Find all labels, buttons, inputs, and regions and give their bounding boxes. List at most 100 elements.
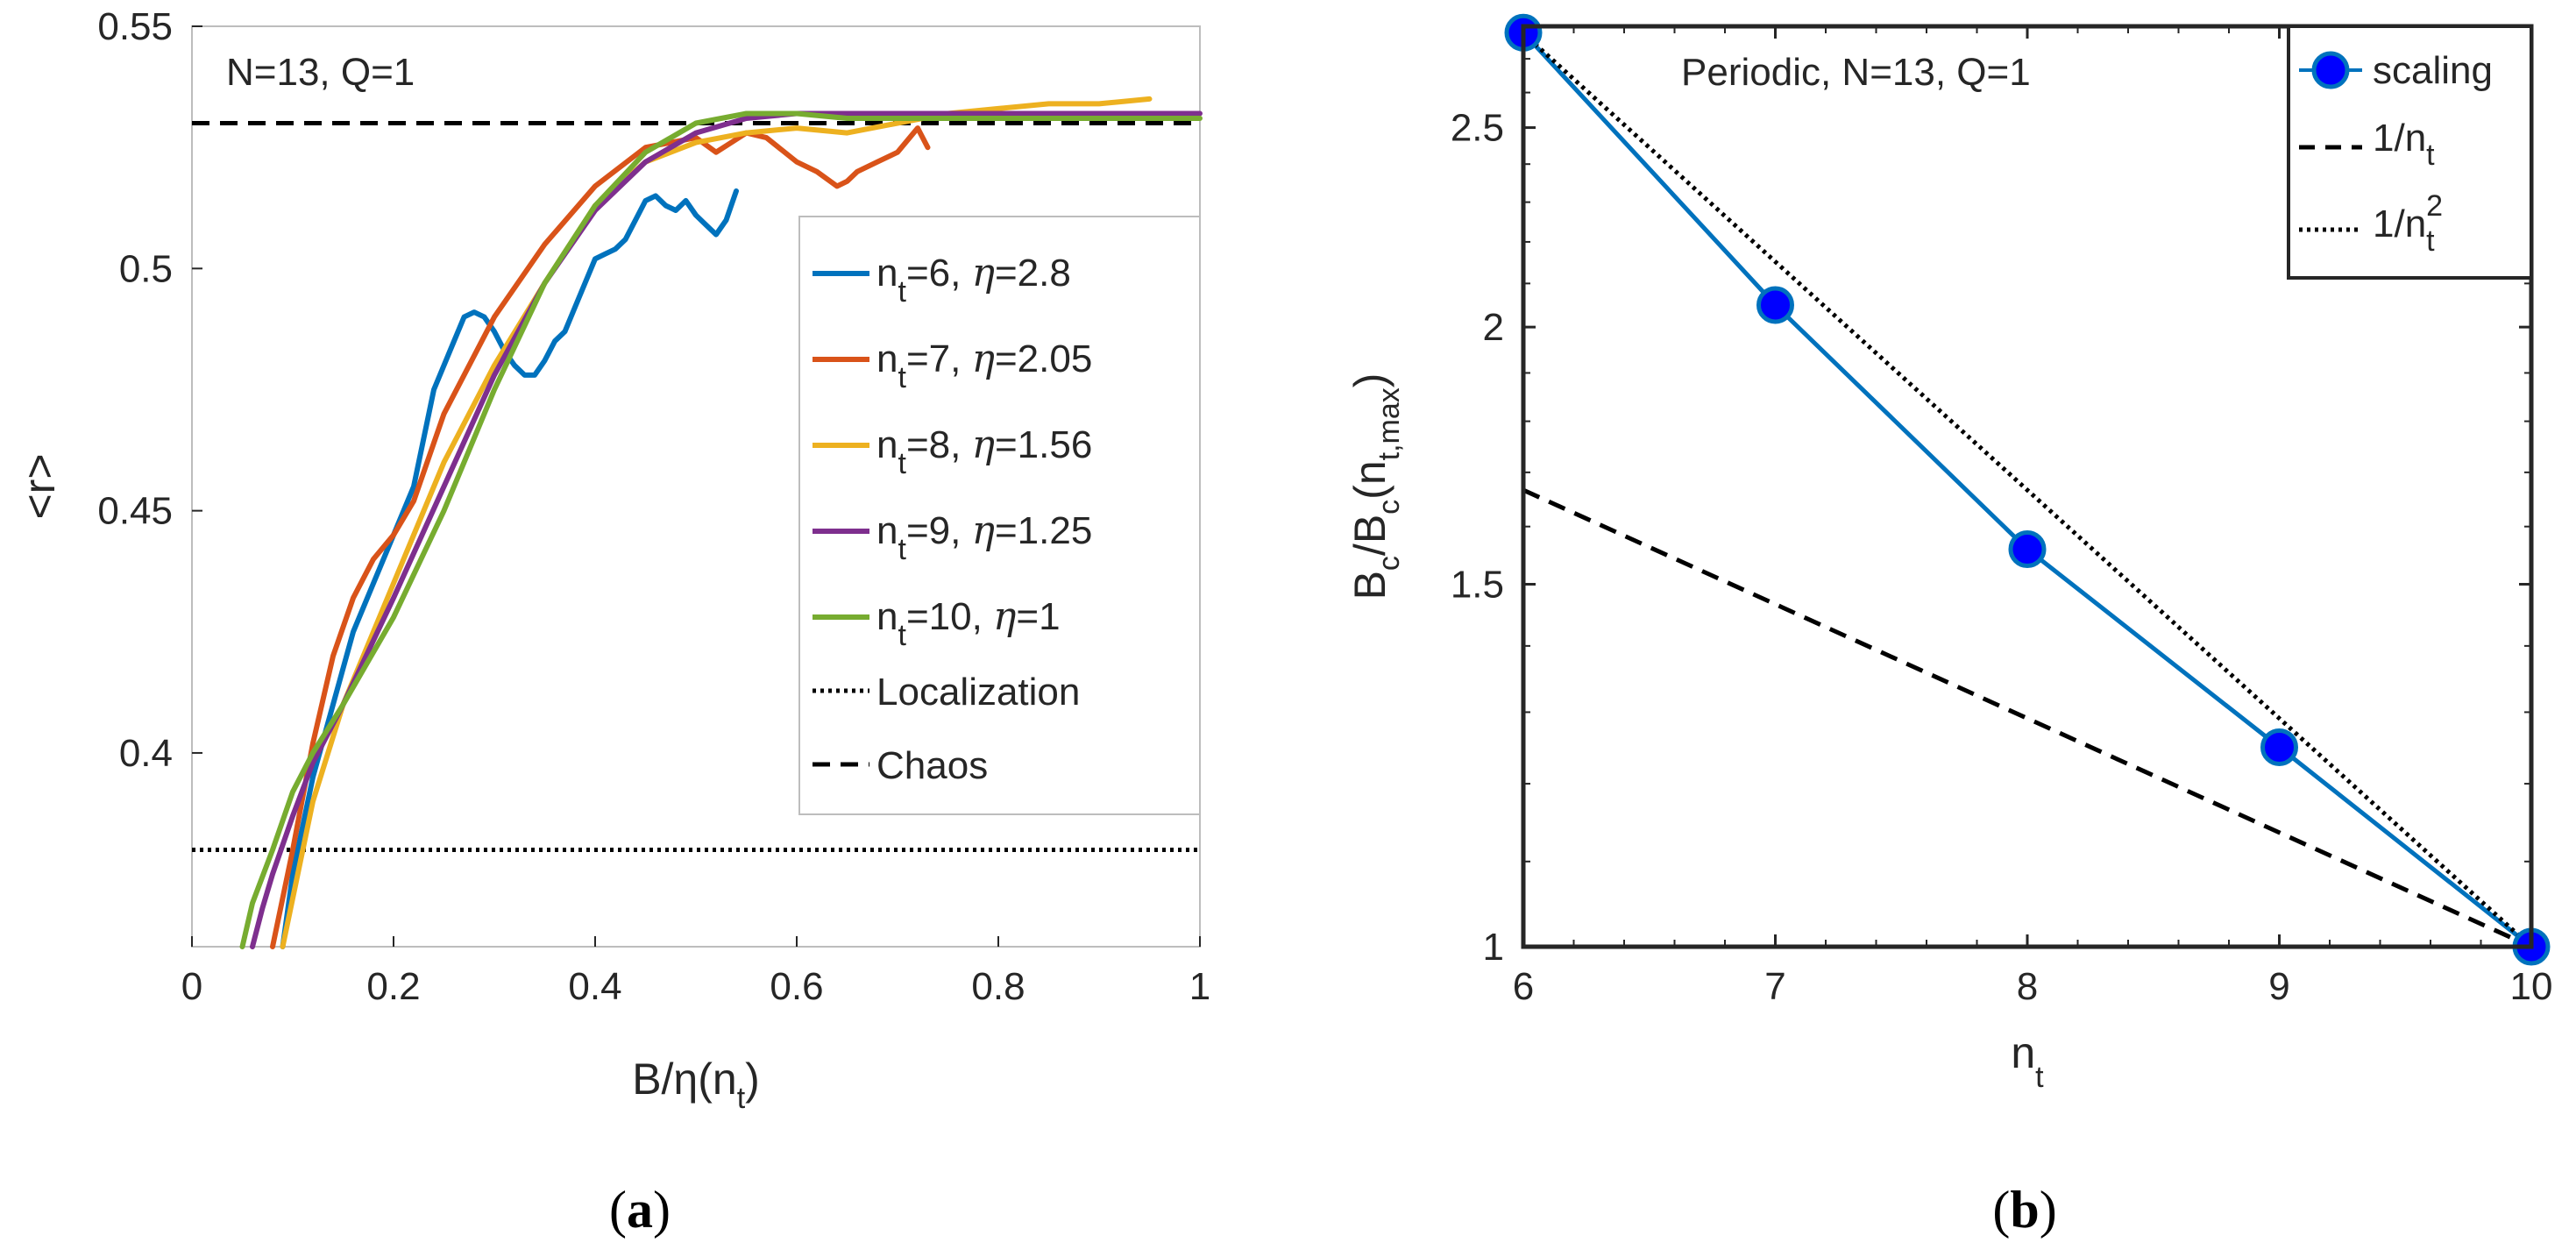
b-ylabel-open: (n — [1345, 460, 1394, 499]
a-xlabel-main: B/η(n — [632, 1055, 737, 1104]
a-ytick-label: 0.4 — [119, 732, 173, 775]
a-legend-entry: nt=8, η=1.56 — [813, 423, 1092, 480]
b-ylabel-sub: t,max — [1373, 387, 1406, 460]
a-legend-label-localization: Localization — [876, 671, 1080, 714]
a-legend-n-number: 9 — [929, 509, 950, 552]
legend-b-label-1-over-nt: 1/nt — [2373, 117, 2435, 172]
b-ylabel-B: B — [1345, 571, 1394, 600]
b-scaling-point — [1756, 286, 1794, 324]
a-legend-eta-value: 2.05 — [1018, 337, 1093, 380]
b-ylabel: Bc/Bc(nt,max) — [1345, 373, 1406, 600]
a-ytick-label: 0.45 — [97, 490, 173, 533]
a-legend-n: n — [876, 252, 898, 295]
a-legend-n-value: = — [906, 252, 929, 295]
a-legend-eta-prefix: , — [972, 595, 993, 638]
a-legend-sub: t — [898, 275, 906, 309]
a-xtick-label: 0.8 — [971, 965, 1025, 1008]
a-legend-n-value: = — [906, 595, 929, 638]
a-legend-n-number: 7 — [929, 337, 950, 380]
b-ylabel-c1: c — [1373, 556, 1406, 571]
b-xlabel-sub: t — [2035, 1061, 2044, 1094]
legend-entry-scaling: scaling — [2299, 49, 2493, 92]
b-xtick-label: 10 — [2510, 965, 2553, 1008]
a-legend-label: nt=6, η=2.8 — [876, 251, 1071, 309]
a-legend-n-value: = — [906, 509, 929, 552]
a-legend-sub: t — [898, 447, 906, 480]
b-annotation: Periodic, N=13, Q=1 — [1681, 51, 2031, 94]
a-legend-n-value: = — [906, 337, 929, 380]
a-legend-entry: nt=10, η=1 — [813, 594, 1061, 652]
a-series-line-nt-9 — [250, 110, 1203, 949]
legend-b-label-scaling: scaling — [2373, 49, 2493, 92]
a-legend-eta-value: 1.56 — [1018, 423, 1093, 466]
a-legend-eta-eq: = — [995, 423, 1018, 466]
a-series-line-nt-7 — [270, 125, 931, 949]
a-legend-eta-eq: = — [995, 252, 1018, 295]
legend-b-label-1-over-nt2: 1/n2 t — [2373, 189, 2443, 258]
a-legend-eta-value: 1.25 — [1018, 509, 1093, 552]
b-ytick-label: 1 — [1483, 926, 1504, 969]
a-legend-label: nt=7, η=2.05 — [876, 337, 1092, 394]
a-ytick-label: 0.55 — [97, 5, 173, 48]
b-scaling-point — [2008, 530, 2047, 569]
a-legend-n: n — [876, 337, 898, 380]
a-legend-entry: nt=6, η=2.8 — [813, 251, 1071, 309]
a-ytick-label: 0.5 — [119, 247, 173, 290]
b-xtick-label: 7 — [1764, 965, 1785, 1008]
a-legend-n-number: 6 — [929, 252, 950, 295]
a-legend-eta-symbol: η — [972, 251, 995, 295]
a-legend-eta-value: 1 — [1039, 595, 1060, 638]
b-xtick-label: 9 — [2268, 965, 2289, 1008]
b-caption: (b) — [1992, 1181, 2056, 1239]
b-xlabel: nt — [2011, 1028, 2044, 1094]
b-ytick-label: 2 — [1483, 306, 1504, 349]
a-legend-eta-prefix: , — [950, 337, 971, 380]
a-legend-eta-value: 2.8 — [1018, 252, 1071, 295]
a-legend-eta-symbol: η — [972, 508, 995, 553]
a-reference-lines — [192, 121, 1200, 852]
panel-b: 6 7 8 9 10 1 1.5 2 2.5 Periodic, N=13, Q=1 scali… — [1345, 13, 2553, 1239]
a-legend-eta-symbol: η — [972, 423, 995, 467]
legend-b-1-over-nt2-main: 1/n — [2373, 202, 2426, 245]
a-xtick-label: 1 — [1189, 965, 1210, 1008]
a-legend-sub: t — [898, 361, 906, 394]
a-legend-eta-eq: = — [995, 337, 1018, 380]
a-legend-entry: nt=9, η=1.25 — [813, 508, 1092, 566]
a-xlabel-sub: t — [737, 1082, 746, 1115]
legend-b-1-over-nt2-sup: 2 — [2426, 189, 2443, 223]
a-legend-entry: Chaos — [813, 744, 988, 787]
a-ylabel: <r> — [15, 453, 64, 519]
b-ylabel-mid: /B — [1345, 515, 1394, 556]
panel-a: 0 0.2 0.4 0.6 0.8 1 0.4 0.45 0.5 0.55 N=13, Q=1 n… — [15, 5, 1210, 1239]
plot-b-frame — [1521, 24, 2534, 949]
a-xtick-label: 0.4 — [568, 965, 621, 1008]
a-caption: (a) — [609, 1181, 671, 1239]
a-xtick-label: 0.2 — [366, 965, 420, 1008]
a-legend-eta-symbol: η — [993, 594, 1016, 639]
a-legend-entry: Localization — [813, 671, 1080, 714]
legend-b-marker-scaling — [2311, 51, 2350, 89]
a-caption-letter: a — [627, 1181, 653, 1239]
legend-entry-1-over-nt-squared: 1/n2 t — [2299, 189, 2443, 258]
a-legend-eta-prefix: , — [950, 423, 971, 466]
legend-b-1-over-nt-sub: t — [2426, 138, 2435, 172]
b-series — [1504, 13, 2551, 966]
a-series — [239, 96, 1203, 949]
a-xtick-label: 0.6 — [770, 965, 823, 1008]
b-series-line-1-over-nt2 — [1522, 32, 2533, 948]
a-legend-eta-symbol: η — [972, 337, 995, 381]
b-series-line-1-over-nt — [1522, 487, 2533, 949]
a-legend-label: nt=8, η=1.56 — [876, 423, 1092, 480]
a-legend-eta-prefix: , — [950, 509, 971, 552]
a-legend-sub: t — [898, 533, 906, 566]
b-caption-letter: b — [2010, 1181, 2039, 1239]
a-legend-n-value: = — [906, 423, 929, 466]
b-scaling-point — [2260, 728, 2298, 766]
a-legend-eta-prefix: , — [950, 252, 971, 295]
a-xlabel: B/η(nt) — [632, 1055, 760, 1115]
b-xtick-label: 8 — [2017, 965, 2038, 1008]
a-legend-eta-eq: = — [1016, 595, 1039, 638]
a-legend-entry: nt=7, η=2.05 — [813, 337, 1092, 394]
